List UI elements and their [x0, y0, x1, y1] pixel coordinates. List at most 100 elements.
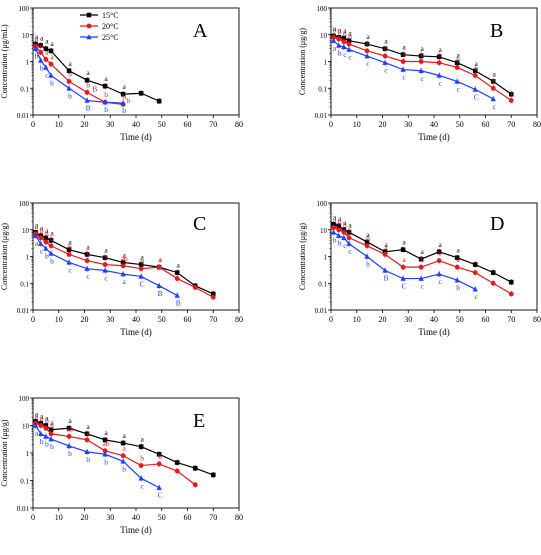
data-label: C: [474, 92, 479, 101]
data-point: [472, 68, 478, 74]
data-label: b: [338, 27, 342, 36]
data-label: a: [366, 32, 370, 41]
data-label: a: [68, 416, 72, 425]
data-point: [418, 59, 424, 64]
data-label: ab: [103, 439, 110, 448]
data-label: a: [50, 39, 54, 48]
legend: 15°C 20°C 25°C: [80, 11, 119, 42]
x-tick-label: 20: [81, 513, 89, 522]
data-label: b: [68, 69, 72, 78]
data-point: [43, 433, 49, 439]
data-label: b: [343, 30, 347, 39]
data-point: [66, 251, 72, 257]
x-tick-label: 0: [31, 120, 35, 129]
x-tick-label: 40: [132, 120, 140, 129]
data-label: a: [159, 255, 163, 264]
data-point: [192, 482, 198, 488]
x-tick-label: 60: [184, 513, 192, 522]
data-point: [102, 267, 108, 273]
y-tick-label: 0.01: [17, 505, 30, 513]
y-tick-label: 0.1: [20, 478, 29, 486]
data-label: b: [50, 442, 54, 451]
data-label: a: [40, 33, 44, 42]
data-label: c: [86, 272, 90, 281]
data-label: b: [366, 39, 370, 48]
data-point: [66, 259, 72, 265]
series-line: [35, 422, 196, 486]
y-tick-label: 0.1: [318, 85, 327, 93]
data-label: c: [438, 277, 442, 286]
data-label: b: [86, 455, 90, 464]
x-tick-label: 40: [132, 513, 140, 522]
data-label: b: [40, 63, 44, 72]
data-label: a: [35, 222, 39, 231]
data-point: [43, 64, 49, 70]
data-point: [331, 225, 336, 231]
data-point: [84, 449, 90, 455]
y-axis-label: Concentration (μg/mL): [0, 24, 9, 99]
data-label: b: [122, 464, 126, 473]
panel-b: 0 10 20 30 40 50 60 70 80 0.01 0.1 1 10 100 Time (d) Co…: [298, 5, 541, 142]
x-axis-label: Time (d): [120, 132, 151, 142]
y-tick-label: 10: [22, 423, 30, 431]
data-label: a: [338, 25, 342, 34]
y-tick-label: 0.01: [315, 307, 328, 315]
y-axis-label: Concentration (μg/g): [298, 223, 307, 290]
data-point: [490, 79, 496, 84]
data-label: a: [40, 414, 44, 423]
data-point: [156, 451, 162, 457]
data-point: [382, 59, 388, 65]
data-point: [66, 425, 72, 431]
data-point: [32, 232, 39, 238]
x-tick-label: 40: [132, 315, 140, 324]
panel-letter: E: [193, 410, 205, 432]
x-tick-label: 30: [404, 120, 412, 129]
data-label: a: [104, 428, 108, 437]
data-point: [364, 48, 370, 54]
x-tick-label: 10: [55, 315, 63, 324]
data-label: b: [35, 52, 39, 61]
data-point: [156, 264, 162, 270]
data-point: [418, 264, 424, 270]
x-axis-label: Time (d): [418, 327, 449, 337]
x-tick-label: 10: [353, 315, 361, 324]
data-point: [38, 43, 44, 48]
data-label: b: [348, 226, 352, 235]
data-point: [336, 232, 342, 238]
data-label: b: [104, 457, 108, 466]
data-label: a: [104, 74, 108, 83]
y-axis-label: Concentration (μg/g): [298, 28, 307, 95]
data-point: [210, 294, 216, 300]
data-point: [364, 41, 370, 47]
data-point: [66, 68, 72, 74]
data-label: a: [338, 214, 342, 223]
data-point: [66, 443, 72, 449]
data-point: [102, 451, 108, 457]
data-point: [454, 65, 460, 70]
data-point: [400, 59, 406, 64]
data-label: b: [68, 242, 72, 251]
data-label: b: [338, 239, 342, 248]
data-label: b: [86, 80, 90, 89]
data-point: [341, 229, 347, 235]
data-point: [472, 270, 478, 276]
data-point: [120, 440, 126, 446]
y-tick-label: 0.01: [17, 112, 30, 120]
x-tick-label: 40: [430, 120, 438, 129]
data-label: b: [50, 78, 54, 87]
data-label: c: [45, 70, 49, 79]
data-label: a: [35, 409, 39, 418]
panel-letter: C: [193, 213, 206, 235]
data-point: [436, 271, 442, 277]
data-point: [192, 284, 198, 290]
data-point: [174, 292, 180, 298]
data-point: [120, 263, 126, 269]
data-point: [330, 229, 337, 235]
legend-marker: [86, 34, 92, 40]
x-tick-label: 30: [106, 315, 114, 324]
data-label: c: [343, 50, 347, 59]
data-point: [84, 431, 90, 437]
data-label: b: [50, 422, 54, 431]
x-tick-label: 10: [353, 120, 361, 129]
x-tick-label: 80: [533, 315, 541, 324]
